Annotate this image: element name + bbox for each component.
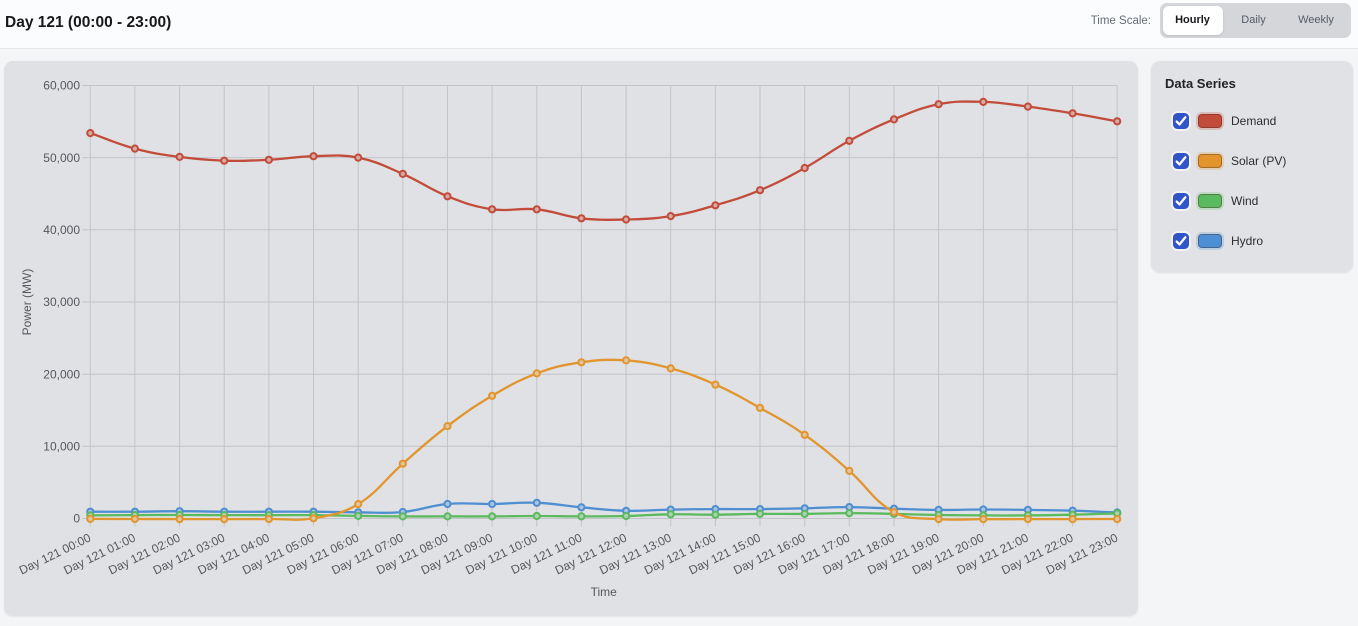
svg-text:40,000: 40,000 xyxy=(43,223,80,237)
svg-text:30,000: 30,000 xyxy=(43,295,80,309)
svg-text:10,000: 10,000 xyxy=(43,440,80,454)
svg-text:60,000: 60,000 xyxy=(43,79,80,93)
svg-text:0: 0 xyxy=(73,512,80,526)
svg-text:Time: Time xyxy=(591,585,618,599)
svg-text:50,000: 50,000 xyxy=(43,151,80,165)
svg-text:20,000: 20,000 xyxy=(43,367,80,381)
svg-text:Power (MW): Power (MW) xyxy=(20,269,34,336)
